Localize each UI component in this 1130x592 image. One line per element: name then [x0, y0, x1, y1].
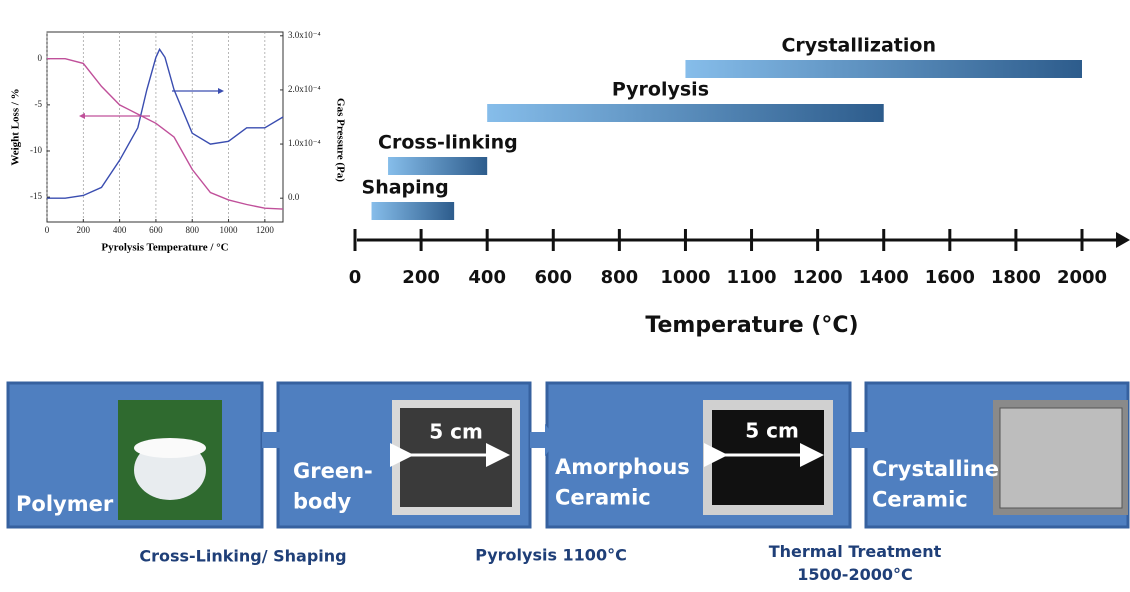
y2-tick-label: 1.0x10⁻⁴	[288, 138, 321, 148]
photo-detail	[1000, 408, 1122, 508]
x-tick-label: 800	[185, 225, 199, 235]
task-bar	[388, 157, 487, 175]
stage-label: Polymer	[16, 492, 114, 516]
x-tick-label: 800	[601, 267, 639, 288]
plot-frame	[47, 32, 283, 222]
scale-label: 5 cm	[429, 420, 483, 444]
x-tick-label: 1600	[925, 267, 975, 288]
y2-axis-label: Gas Pressure (Pa)	[334, 98, 346, 182]
x-axis-label: Pyrolysis Temperature / °C	[101, 242, 228, 254]
x-tick-label: 200	[77, 225, 91, 235]
axis-arrow	[1116, 232, 1130, 248]
y-tick-label: -15	[30, 191, 42, 201]
task-label: Cross-linking	[378, 132, 518, 154]
series-line	[47, 49, 283, 198]
y2-tick-label: 3.0x10⁻⁴	[288, 30, 321, 40]
x-tick-label: 0	[45, 225, 50, 235]
y2-tick-label: 0.0	[288, 192, 300, 202]
x-tick-label: 1200	[256, 225, 275, 235]
figure: 0 200 400 600 800 1000 1200 0 -5 -10 -15 0.0 1.0x10⁻…	[0, 0, 1130, 592]
scale-label: 5 cm	[745, 419, 799, 443]
x-tick-label: 2000	[1057, 267, 1107, 288]
task-label: Shaping	[362, 177, 449, 199]
task-bar	[487, 104, 884, 122]
tga-chart: 0 200 400 600 800 1000 1200 0 -5 -10 -15 0.0 1.0x10⁻…	[30, 30, 321, 235]
y-axis-label: Weight Loss / %	[10, 88, 22, 165]
photo-detail	[134, 438, 206, 458]
task-bar	[685, 60, 1082, 78]
x-tick-label: 400	[468, 267, 506, 288]
transition-label: Pyrolysis 1100°C	[475, 546, 627, 565]
x-tick-label: 200	[402, 267, 440, 288]
gantt-axis-label: Temperature (°C)	[645, 313, 858, 338]
gantt-chart: 0 200 400 600 800 1000 1100 1200 1400 1600 1800 200…	[349, 35, 1107, 289]
x-tick-label: 1000	[220, 225, 239, 235]
y-tick-label: 0	[38, 53, 43, 63]
x-tick-label: 0	[349, 267, 362, 288]
y2-tick-label: 2.0x10⁻⁴	[288, 84, 321, 94]
y-tick-label: -10	[30, 145, 42, 155]
task-label: Crystallization	[781, 35, 936, 57]
x-tick-label: 1200	[793, 267, 843, 288]
annotation-arrow	[218, 88, 224, 94]
x-tick-label: 600	[534, 267, 572, 288]
y-tick-label: -5	[35, 99, 43, 109]
task-label: Pyrolysis	[612, 79, 709, 101]
x-tick-label: 600	[149, 225, 163, 235]
x-tick-label: 1800	[991, 267, 1041, 288]
x-tick-label: 400	[113, 225, 127, 235]
task-bar	[372, 202, 455, 220]
x-tick-label: 1000	[660, 267, 710, 288]
annotation-arrow	[79, 113, 85, 119]
series-line	[47, 59, 283, 209]
x-tick-label: 1400	[859, 267, 909, 288]
transition-label: Cross-Linking/ Shaping	[139, 547, 346, 566]
x-tick-label: 1100	[726, 267, 776, 288]
